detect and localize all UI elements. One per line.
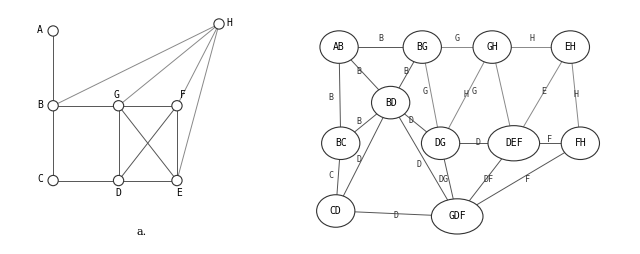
Text: DEF: DEF [505, 138, 523, 148]
Text: F: F [525, 175, 530, 184]
Ellipse shape [403, 31, 442, 63]
Text: B: B [378, 35, 383, 43]
Circle shape [48, 26, 58, 36]
Text: BC: BC [335, 138, 347, 148]
Text: C: C [328, 171, 333, 180]
Text: CD: CD [330, 206, 342, 216]
Text: H: H [227, 18, 232, 28]
Text: D: D [393, 211, 398, 220]
Text: AB: AB [333, 42, 345, 52]
Text: B: B [37, 100, 44, 109]
Text: E: E [541, 87, 547, 96]
Text: B: B [356, 67, 362, 76]
Text: H: H [529, 35, 534, 43]
Ellipse shape [317, 195, 355, 227]
Text: DG: DG [439, 175, 449, 184]
Text: FH: FH [575, 138, 586, 148]
Text: H: H [574, 90, 579, 99]
Text: DG: DG [435, 138, 447, 148]
Ellipse shape [431, 199, 483, 234]
Text: G: G [423, 87, 428, 96]
Text: a.: a. [137, 227, 147, 237]
Text: G: G [454, 35, 460, 43]
Text: A: A [37, 25, 44, 35]
Ellipse shape [551, 31, 589, 63]
Text: H: H [463, 90, 468, 99]
Text: BG: BG [417, 42, 428, 52]
Text: D: D [408, 116, 413, 125]
Circle shape [214, 19, 224, 29]
Text: C: C [37, 174, 44, 184]
Circle shape [48, 101, 58, 111]
Ellipse shape [488, 126, 540, 161]
Circle shape [172, 101, 182, 111]
Circle shape [172, 176, 182, 186]
Circle shape [113, 176, 124, 186]
Text: D: D [476, 138, 481, 147]
Circle shape [48, 176, 58, 186]
Text: B: B [356, 117, 362, 126]
Text: B: B [328, 93, 333, 102]
Ellipse shape [421, 127, 460, 160]
Text: B: B [403, 67, 408, 76]
Text: E: E [177, 188, 182, 198]
Text: EH: EH [564, 42, 576, 52]
Ellipse shape [561, 127, 600, 160]
Text: GH: GH [486, 42, 498, 52]
Text: DF: DF [484, 175, 494, 184]
Text: G: G [113, 90, 119, 100]
Ellipse shape [321, 127, 360, 160]
Text: GDF: GDF [449, 211, 466, 221]
Ellipse shape [473, 31, 511, 63]
Ellipse shape [371, 86, 410, 119]
Text: F: F [547, 135, 552, 144]
Text: F: F [180, 90, 186, 100]
Text: D: D [356, 155, 362, 164]
Text: D: D [116, 188, 122, 198]
Circle shape [113, 101, 124, 111]
Text: BD: BD [385, 98, 397, 108]
Text: G: G [471, 87, 476, 96]
Ellipse shape [320, 31, 358, 63]
Text: D: D [417, 161, 422, 169]
